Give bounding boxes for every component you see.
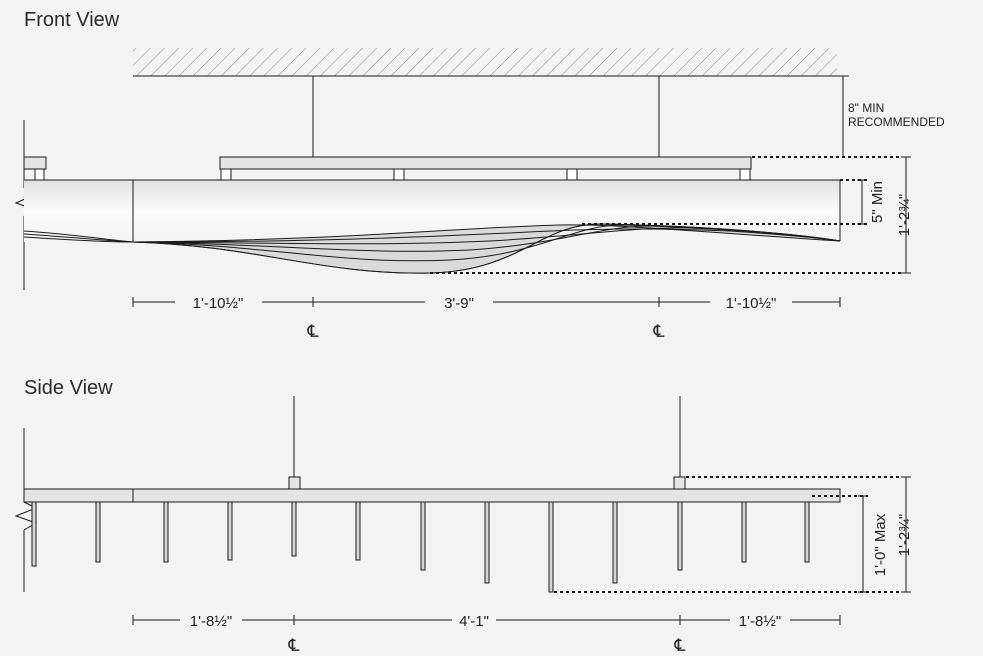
hanging-blade [227, 501, 233, 561]
hanging-blade [484, 501, 490, 584]
canopy-clip [220, 168, 232, 181]
side-rail [23, 488, 841, 503]
side-blades [31, 501, 810, 593]
centerline-symbol: ℄ [288, 636, 300, 655]
side-view-drawing [14, 396, 841, 592]
canopy [219, 156, 752, 170]
wave-blade [132, 228, 841, 243]
hanging-blade [31, 501, 37, 567]
hanging-blade [163, 501, 169, 563]
hanging-blade [804, 501, 810, 563]
front-view-drawing [14, 48, 911, 307]
cable-clip [673, 476, 686, 490]
wall-bracket-clip [34, 168, 45, 181]
hanging-blade [612, 501, 618, 584]
hanging-blade [420, 501, 426, 571]
hanging-blade [291, 501, 297, 557]
wall-bracket [23, 156, 47, 170]
max-height-label: 1'-0" Max [872, 513, 889, 576]
side-view-dims [132, 476, 911, 625]
dim-middle-label: 3'-9" [444, 295, 474, 312]
total-height-label: 1'-2¾" [896, 514, 913, 556]
centerline-symbol: ℄ [674, 636, 686, 655]
ceiling-hatch [133, 48, 837, 76]
side-view-title: Side View [24, 377, 113, 399]
hanging-blade [548, 501, 554, 593]
min-height-label: 5" Min [869, 181, 886, 223]
hanging-blade [95, 501, 101, 563]
wave-blade-left [23, 236, 134, 243]
hanging-blade [741, 501, 747, 563]
front-view-labels: 8" MIN RECOMMENDED 5" Min 1'-2¾" 1'-10½"… [193, 101, 945, 341]
dim-middle-label: 4'-1" [459, 613, 489, 630]
canopy-clip [393, 168, 405, 181]
front-view-title: Front View [24, 9, 120, 31]
dim-right-label: 1'-8½" [739, 613, 781, 630]
side-view-labels: 1'-0" Max 1'-2¾" 1'-8½" 4'-1" 1'-8½" ℄ ℄ [190, 513, 913, 655]
ceiling-note-line2: RECOMMENDED [848, 115, 945, 129]
dim-right-label: 1'-10½" [726, 295, 777, 312]
centerline-symbol: ℄ [653, 322, 665, 341]
dim-left-label: 1'-10½" [193, 295, 244, 312]
total-height-label: 1'-2¾" [896, 194, 913, 236]
canopy-clip [739, 168, 751, 181]
ceiling-note-line1: 8" MIN [848, 101, 884, 115]
hanging-blade [355, 501, 361, 561]
wave-blade [132, 227, 841, 245]
cable-clip [288, 476, 301, 490]
canopy-clip [566, 168, 578, 181]
hanging-blade [677, 501, 683, 571]
centerline-symbol: ℄ [307, 322, 319, 341]
dim-left-label: 1'-8½" [190, 613, 232, 630]
